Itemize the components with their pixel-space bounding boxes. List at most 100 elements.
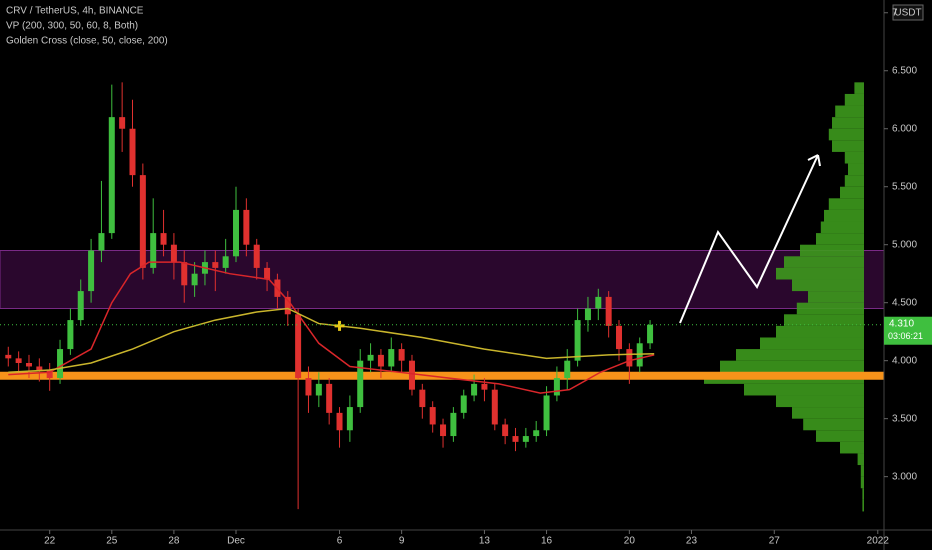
moving-average-line	[8, 261, 655, 394]
candle-body	[605, 296, 612, 326]
candle-body	[284, 296, 291, 315]
volume-profile-bar	[808, 291, 864, 303]
volume-profile-bar	[760, 337, 864, 350]
candle-body	[367, 354, 374, 361]
candle-body	[502, 424, 509, 437]
candle-body	[67, 320, 74, 350]
candle-body	[212, 262, 219, 268]
volume-profile-bar	[792, 407, 864, 419]
volume-profile-bar	[792, 279, 864, 292]
x-tick-label: 25	[106, 536, 118, 547]
candle-body	[616, 325, 623, 350]
candle-body	[553, 378, 560, 396]
candle-body	[243, 209, 250, 245]
x-tick-label: 27	[769, 536, 781, 547]
volume-profile-bar	[862, 488, 864, 500]
moving-average-line	[8, 307, 655, 374]
volume-profile-bar	[820, 221, 864, 234]
candle-body	[647, 324, 654, 344]
volume-profile-bar	[720, 360, 864, 373]
volume-profile-bar	[844, 93, 864, 106]
y-tick-label: 5.500	[892, 181, 917, 192]
y-tick-label: 5.000	[892, 239, 917, 250]
x-tick-label: 2022	[867, 536, 890, 547]
candle-body	[181, 262, 188, 286]
candle-body	[46, 369, 53, 379]
y-tick-label: 4.500	[892, 297, 917, 308]
candle-body	[150, 233, 157, 268]
volume-profile-bar	[776, 395, 864, 408]
candle-body	[543, 395, 550, 431]
candle-body	[377, 354, 384, 367]
currency-label[interactable]: USDT	[894, 8, 921, 19]
candle-body	[222, 256, 229, 268]
volume-profile-bar	[824, 209, 864, 222]
candle-body	[139, 175, 146, 268]
candle-body	[533, 430, 540, 437]
y-tick-label: 6.000	[892, 123, 917, 134]
indicator-label: VP (200, 300, 50, 60, 8, Both)	[6, 21, 138, 32]
volume-profile-bar	[776, 267, 864, 280]
x-tick-label: 23	[686, 536, 698, 547]
last-price-label: 4.310	[889, 318, 914, 329]
volume-profile-bar	[840, 186, 864, 199]
y-tick-label: 3.500	[892, 413, 917, 424]
candle-body	[15, 358, 22, 363]
volume-profile-bar	[844, 175, 864, 187]
candle-body	[574, 320, 581, 361]
candle-body	[636, 343, 643, 367]
candle-body	[253, 244, 260, 268]
volume-profile-bar	[803, 418, 864, 431]
candle-body	[336, 412, 343, 431]
volume-profile-bar	[860, 476, 864, 489]
x-tick-label: 13	[479, 536, 491, 547]
currency-badge[interactable]	[892, 4, 924, 21]
candle-body	[98, 233, 105, 251]
candle-body	[512, 436, 519, 442]
candle-body	[233, 209, 240, 257]
volume-profile-bar	[832, 117, 864, 129]
golden-cross-marker	[334, 320, 345, 331]
indicator-label: Golden Cross (close, 50, close, 200)	[6, 36, 168, 47]
volume-profile-bar	[800, 244, 864, 257]
candle-body	[315, 383, 322, 396]
arrow-head	[807, 154, 821, 167]
volume-profile-bar	[840, 441, 864, 454]
candle-body	[564, 360, 571, 379]
candle-body	[129, 128, 136, 176]
volume-profile-bar	[844, 151, 864, 164]
volume-profile-bar	[854, 82, 864, 94]
candle-body	[626, 349, 633, 367]
candle-body	[471, 383, 478, 396]
volume-profile-bar	[736, 349, 864, 361]
volume-profile-bar	[862, 499, 864, 512]
resistance-zone	[0, 250, 885, 309]
x-tick-label: 6	[337, 536, 343, 547]
candle-body	[305, 378, 312, 396]
volume-profile-bar	[784, 314, 864, 326]
volume-profile-bar	[816, 430, 864, 442]
candle-body	[522, 436, 529, 442]
candle-body	[595, 296, 602, 309]
candle-body	[25, 362, 32, 367]
x-tick-label: 22	[44, 536, 56, 547]
volume-profile-bar	[857, 453, 864, 466]
candle-body	[36, 366, 43, 370]
candle-body	[264, 267, 271, 280]
candle-body	[460, 395, 467, 413]
x-tick-label: 20	[624, 536, 636, 547]
volume-profile-bar	[816, 233, 864, 245]
x-tick-label: 16	[541, 536, 553, 547]
candle-body	[88, 250, 95, 292]
candle-body	[191, 273, 198, 286]
candle-body	[295, 314, 302, 379]
volume-profile-bar	[828, 128, 864, 141]
candle-body	[408, 360, 415, 390]
candle-body	[77, 291, 84, 321]
candle-body	[398, 349, 405, 361]
countdown-label: 03:06:21	[888, 331, 923, 341]
candle-body	[160, 233, 167, 245]
candle-body	[326, 383, 333, 413]
candle-body	[5, 354, 12, 359]
